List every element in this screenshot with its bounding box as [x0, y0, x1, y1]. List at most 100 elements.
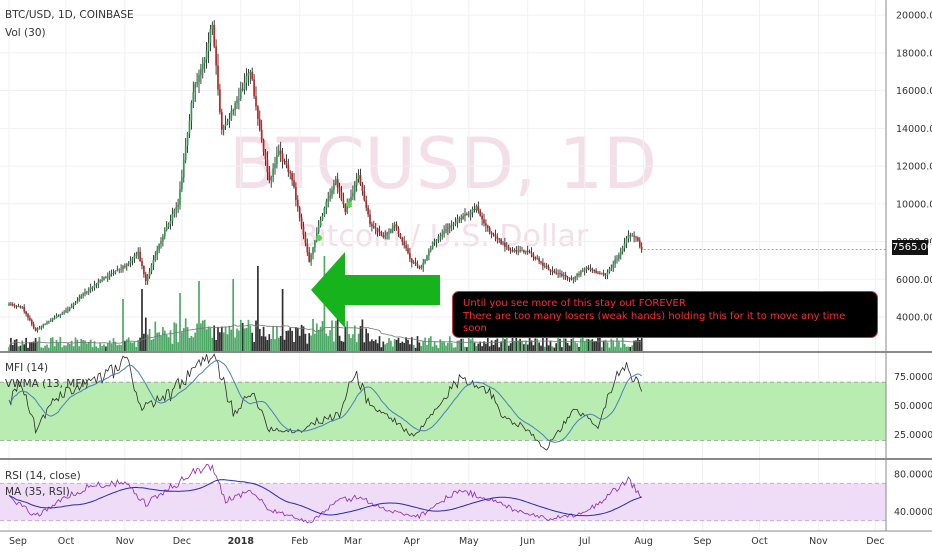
candle-body — [631, 235, 634, 237]
volume-bar — [276, 326, 278, 351]
candle-body — [78, 298, 81, 301]
volume-bar — [114, 341, 117, 351]
candle-body — [188, 120, 191, 134]
candle-body — [618, 255, 620, 259]
volume-bar — [555, 343, 558, 351]
price-tick-label: 12000.00 — [896, 162, 932, 173]
candle-body — [576, 274, 578, 277]
volume-bar — [150, 339, 153, 351]
candle-body — [635, 236, 637, 238]
candle-body — [61, 313, 64, 315]
vwma-indicator-label[interactable]: VWMA (13, MFI) — [5, 378, 89, 390]
volume-bar — [467, 337, 470, 351]
candle-body — [196, 81, 198, 84]
volume-bar — [505, 336, 508, 351]
volume-bar — [65, 345, 67, 351]
candle-body — [122, 266, 124, 269]
volume-bar — [536, 338, 539, 351]
volume-bar — [614, 346, 616, 351]
candle-body — [557, 273, 559, 275]
candle-body — [420, 267, 423, 269]
candle-body — [169, 220, 172, 224]
volume-bar — [576, 343, 578, 351]
volume-bar — [30, 341, 33, 351]
time-tick-label: Oct — [58, 536, 75, 547]
candle-body — [485, 223, 487, 226]
candle-body — [40, 326, 43, 328]
volume-bar — [485, 343, 487, 351]
volume-bar — [564, 338, 567, 351]
volume-bar — [616, 336, 618, 351]
volume-bar — [568, 345, 571, 351]
volume-bar — [414, 347, 417, 351]
volume-bar — [562, 338, 565, 351]
candle-body — [524, 251, 527, 253]
candle-body — [21, 306, 24, 308]
candle-body — [321, 215, 324, 221]
candle-body — [232, 109, 235, 112]
volume-bar — [481, 346, 483, 351]
volume-bar — [500, 341, 502, 351]
volume-bar — [618, 341, 620, 351]
volume-bar — [268, 334, 271, 351]
symbol-title[interactable]: BTC/USD, 1D, COINBASE — [5, 9, 134, 21]
volume-bar — [610, 338, 613, 351]
candle-body — [36, 328, 39, 331]
vwma-line — [8, 359, 643, 443]
watermark-symbol: BTCUSD, 1D — [229, 123, 657, 205]
candle-body — [623, 243, 626, 248]
volume-bar — [583, 341, 586, 351]
volume-bar — [200, 323, 202, 351]
candle-body — [112, 273, 115, 274]
volume-bar — [82, 340, 84, 351]
volume-indicator-label[interactable]: Vol (30) — [5, 27, 46, 39]
candle-body — [302, 226, 305, 235]
candle-body — [86, 291, 88, 293]
volume-bar — [602, 340, 605, 351]
candle-body — [198, 74, 200, 82]
candle-body — [450, 225, 453, 226]
volume-bar — [528, 336, 531, 351]
candle-body — [101, 279, 103, 281]
volume-bar — [477, 343, 480, 351]
candle-body — [160, 240, 162, 245]
candle-body — [407, 248, 409, 253]
candle-body — [327, 198, 330, 202]
volume-bar — [479, 341, 482, 351]
candle-body — [143, 266, 145, 275]
candle-body — [317, 226, 320, 233]
volume-bar — [243, 328, 246, 351]
volume-bar — [532, 345, 535, 351]
candle-body — [312, 247, 314, 255]
candle-body — [599, 273, 601, 275]
candle-body — [382, 235, 385, 238]
mfi-indicator-label[interactable]: MFI (14) — [5, 362, 49, 374]
candle-body — [435, 240, 438, 242]
candle-body — [492, 234, 495, 236]
candle-body — [507, 246, 510, 250]
volume-bar — [496, 338, 499, 351]
candle-body — [141, 260, 143, 267]
candle-body — [454, 222, 457, 225]
volume-bar — [517, 340, 520, 351]
time-tick-label: Jul — [578, 536, 590, 547]
candle-body — [372, 226, 375, 228]
annotation-callout[interactable]: Until you see more of this stay out FORE… — [452, 291, 878, 338]
candle-body — [538, 258, 540, 262]
candle-body — [173, 210, 176, 215]
volume-bar — [295, 327, 297, 351]
volume-bar — [8, 347, 10, 351]
candle-body — [277, 150, 280, 155]
candle-body — [247, 73, 250, 76]
rsi-indicator-label[interactable]: RSI (14, close) — [5, 470, 81, 482]
rsi-ma-indicator-label[interactable]: MA (35, RSI) — [5, 486, 70, 498]
volume-bar — [217, 327, 219, 351]
rsi-line — [8, 463, 642, 524]
volume-bar — [350, 338, 352, 351]
candle-body — [175, 207, 178, 211]
volume-bar — [36, 341, 39, 351]
candle-body — [116, 270, 119, 271]
volume-bar — [247, 319, 250, 351]
